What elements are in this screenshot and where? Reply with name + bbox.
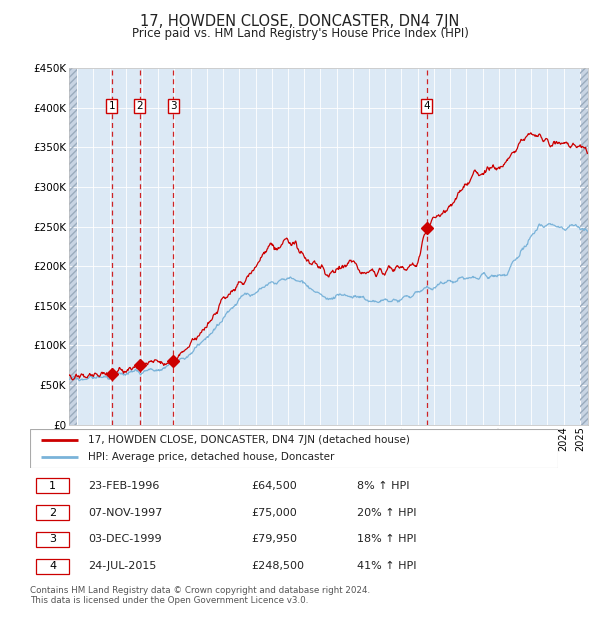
- Text: £79,950: £79,950: [252, 534, 298, 544]
- Text: 18% ↑ HPI: 18% ↑ HPI: [358, 534, 417, 544]
- Text: 2: 2: [49, 508, 56, 518]
- Text: 8% ↑ HPI: 8% ↑ HPI: [358, 481, 410, 491]
- Text: 3: 3: [170, 100, 176, 110]
- Bar: [69, 68, 77, 425]
- Text: HPI: Average price, detached house, Doncaster: HPI: Average price, detached house, Donc…: [88, 452, 334, 462]
- Text: 3: 3: [49, 534, 56, 544]
- FancyBboxPatch shape: [37, 532, 69, 547]
- Text: £64,500: £64,500: [252, 481, 298, 491]
- Text: 20% ↑ HPI: 20% ↑ HPI: [358, 508, 417, 518]
- Text: £248,500: £248,500: [252, 561, 305, 571]
- Text: 17, HOWDEN CLOSE, DONCASTER, DN4 7JN (detached house): 17, HOWDEN CLOSE, DONCASTER, DN4 7JN (de…: [88, 435, 410, 445]
- FancyBboxPatch shape: [37, 479, 69, 494]
- Text: 24-JUL-2015: 24-JUL-2015: [88, 561, 157, 571]
- Text: £75,000: £75,000: [252, 508, 298, 518]
- Text: 23-FEB-1996: 23-FEB-1996: [88, 481, 160, 491]
- Text: 1: 1: [109, 100, 115, 110]
- FancyBboxPatch shape: [30, 429, 558, 468]
- FancyBboxPatch shape: [37, 559, 69, 574]
- Bar: [580, 68, 588, 425]
- Text: 17, HOWDEN CLOSE, DONCASTER, DN4 7JN: 17, HOWDEN CLOSE, DONCASTER, DN4 7JN: [140, 14, 460, 29]
- Text: 41% ↑ HPI: 41% ↑ HPI: [358, 561, 417, 571]
- Text: Price paid vs. HM Land Registry's House Price Index (HPI): Price paid vs. HM Land Registry's House …: [131, 27, 469, 40]
- Text: 2: 2: [136, 100, 143, 110]
- Bar: [69, 68, 77, 425]
- Bar: [580, 68, 588, 425]
- FancyBboxPatch shape: [37, 505, 69, 520]
- Text: 07-NOV-1997: 07-NOV-1997: [88, 508, 163, 518]
- Text: 4: 4: [49, 561, 56, 571]
- Text: 1: 1: [49, 481, 56, 491]
- Text: 4: 4: [424, 100, 430, 110]
- Text: Contains HM Land Registry data © Crown copyright and database right 2024.
This d: Contains HM Land Registry data © Crown c…: [30, 586, 370, 605]
- Text: 03-DEC-1999: 03-DEC-1999: [88, 534, 162, 544]
